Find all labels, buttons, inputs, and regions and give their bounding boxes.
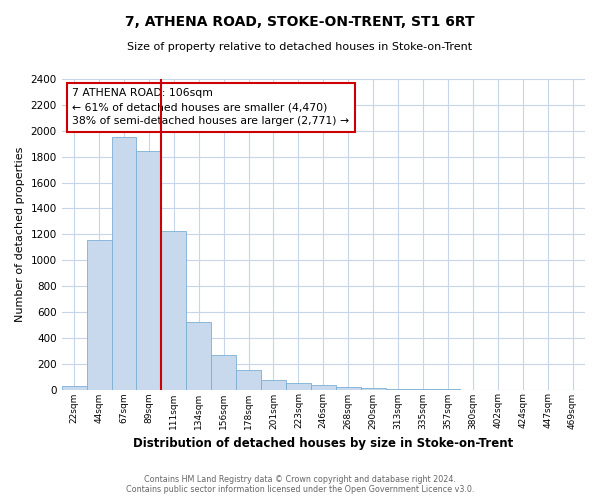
- Bar: [336, 387, 361, 390]
- Text: Contains HM Land Registry data © Crown copyright and database right 2024.: Contains HM Land Registry data © Crown c…: [144, 475, 456, 484]
- Bar: [186, 322, 211, 390]
- Bar: [311, 384, 336, 390]
- Text: 7 ATHENA ROAD: 106sqm
← 61% of detached houses are smaller (4,470)
38% of semi-d: 7 ATHENA ROAD: 106sqm ← 61% of detached …: [72, 88, 349, 126]
- Bar: [161, 231, 186, 390]
- Text: 7, ATHENA ROAD, STOKE-ON-TRENT, ST1 6RT: 7, ATHENA ROAD, STOKE-ON-TRENT, ST1 6RT: [125, 15, 475, 29]
- Bar: [136, 152, 161, 390]
- Bar: [211, 355, 236, 390]
- Bar: [62, 386, 86, 390]
- Bar: [286, 384, 311, 390]
- Bar: [361, 388, 386, 390]
- Text: Size of property relative to detached houses in Stoke-on-Trent: Size of property relative to detached ho…: [127, 42, 473, 52]
- Text: Contains public sector information licensed under the Open Government Licence v3: Contains public sector information licen…: [126, 485, 474, 494]
- Bar: [86, 240, 112, 390]
- Y-axis label: Number of detached properties: Number of detached properties: [15, 146, 25, 322]
- X-axis label: Distribution of detached houses by size in Stoke-on-Trent: Distribution of detached houses by size …: [133, 437, 514, 450]
- Bar: [112, 137, 136, 390]
- Bar: [261, 380, 286, 390]
- Bar: [236, 370, 261, 390]
